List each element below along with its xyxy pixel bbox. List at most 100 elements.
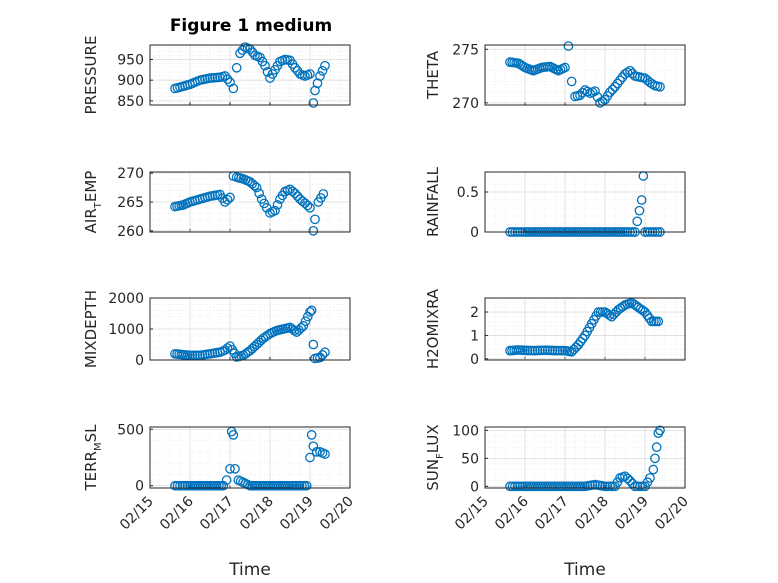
data-point [507,481,518,492]
y-tick-label: 0 [470,352,479,368]
data-point [653,316,664,327]
y-tick-label: 950 [117,52,144,68]
data-point [610,81,620,92]
axes-box [149,171,351,233]
data-point [605,481,615,492]
data-series [505,41,665,108]
data-point [308,225,319,236]
data-point [292,191,303,202]
subplot-mixdepth: 0 1000 2000 MIXDEPTH [82,290,351,369]
data-point [308,441,319,452]
data-point [318,189,329,199]
y-tick-label: 500 [117,422,144,438]
x-tick-label: 02/19 [612,494,652,534]
y-tick-label: 0.5 [457,185,479,201]
data-point [640,307,650,317]
data-point [228,430,239,440]
x-tick-label: 02/19 [277,494,317,534]
x-axis-label: Time [228,560,271,580]
data-point [635,481,645,492]
y-axis-label: H2OMIXRA [424,288,442,369]
data-point [632,481,643,492]
y-tick-label: 1000 [108,322,144,338]
data-point [305,69,315,79]
data-point [320,449,330,459]
data-point [555,345,565,356]
data-point [577,333,588,344]
data-point [648,464,659,475]
x-tick-label: 02/18 [237,494,277,534]
data-point [622,67,633,78]
data-point [249,180,260,191]
data-point [582,86,593,97]
data-point [642,310,653,321]
y-axis-label: PRESSURE [82,36,100,115]
data-series [170,426,330,491]
x-tick-label: 02/18 [572,494,612,534]
data-point [577,87,588,98]
data-point [515,481,525,492]
data-point [602,481,613,492]
data-point [260,60,270,71]
data-point [298,321,309,331]
data-point [505,481,515,492]
y-axis-label: RAINFALL [424,166,442,237]
data-point [655,81,665,92]
x-tick-label: 02/15 [117,494,157,534]
data-point [573,339,584,350]
data-point [575,90,585,101]
y-tick-label: 0 [470,225,479,241]
data-point [175,480,185,491]
data-point [625,475,635,486]
data-point [317,350,328,360]
data-point [222,194,233,205]
data-point [305,307,315,317]
subplot-h2omixra: 0 1 2 H2OMIXRA [424,288,686,369]
y-tick-label: 2000 [108,291,144,307]
data-point [308,98,319,108]
data-point [625,65,635,76]
data-point [636,195,647,205]
data-point [632,216,643,227]
data-point [317,66,328,76]
data-point [315,71,325,81]
data-point [612,78,623,89]
data-series [505,425,665,492]
data-series [505,297,664,357]
data-point [218,480,229,491]
axes-box [149,426,351,489]
data-point [225,463,235,474]
data-point [595,98,605,108]
data-point [620,69,630,79]
data-point [237,45,248,56]
axes-box [149,297,351,361]
axes-box [484,297,686,361]
x-tick-label: 02/20 [317,494,357,534]
data-point [557,345,568,356]
axes-box [149,44,351,106]
data-point [228,83,239,94]
x-tick-label: 02/16 [157,493,197,533]
data-point [305,202,315,213]
subplot-air-temp: 260 265 270 AIRTEMP [82,166,351,240]
x-axis-label: Time [563,560,606,580]
data-point [305,452,315,463]
data-point [615,75,625,86]
x-tick-label: 02/15 [452,494,492,534]
data-point [607,84,618,95]
data-point [222,343,233,353]
data-point [221,475,232,485]
data-point [627,68,638,79]
data-point [651,442,662,452]
data-point [254,188,265,199]
data-point [308,339,319,350]
data-point [320,60,330,71]
y-axis-label: MIXDEPTH [82,290,100,368]
data-point [272,200,283,210]
data-point [634,205,645,216]
data-point [310,214,320,225]
axes-box [484,44,686,106]
data-point [510,481,520,492]
data-point [306,305,317,316]
data-point [225,192,235,203]
